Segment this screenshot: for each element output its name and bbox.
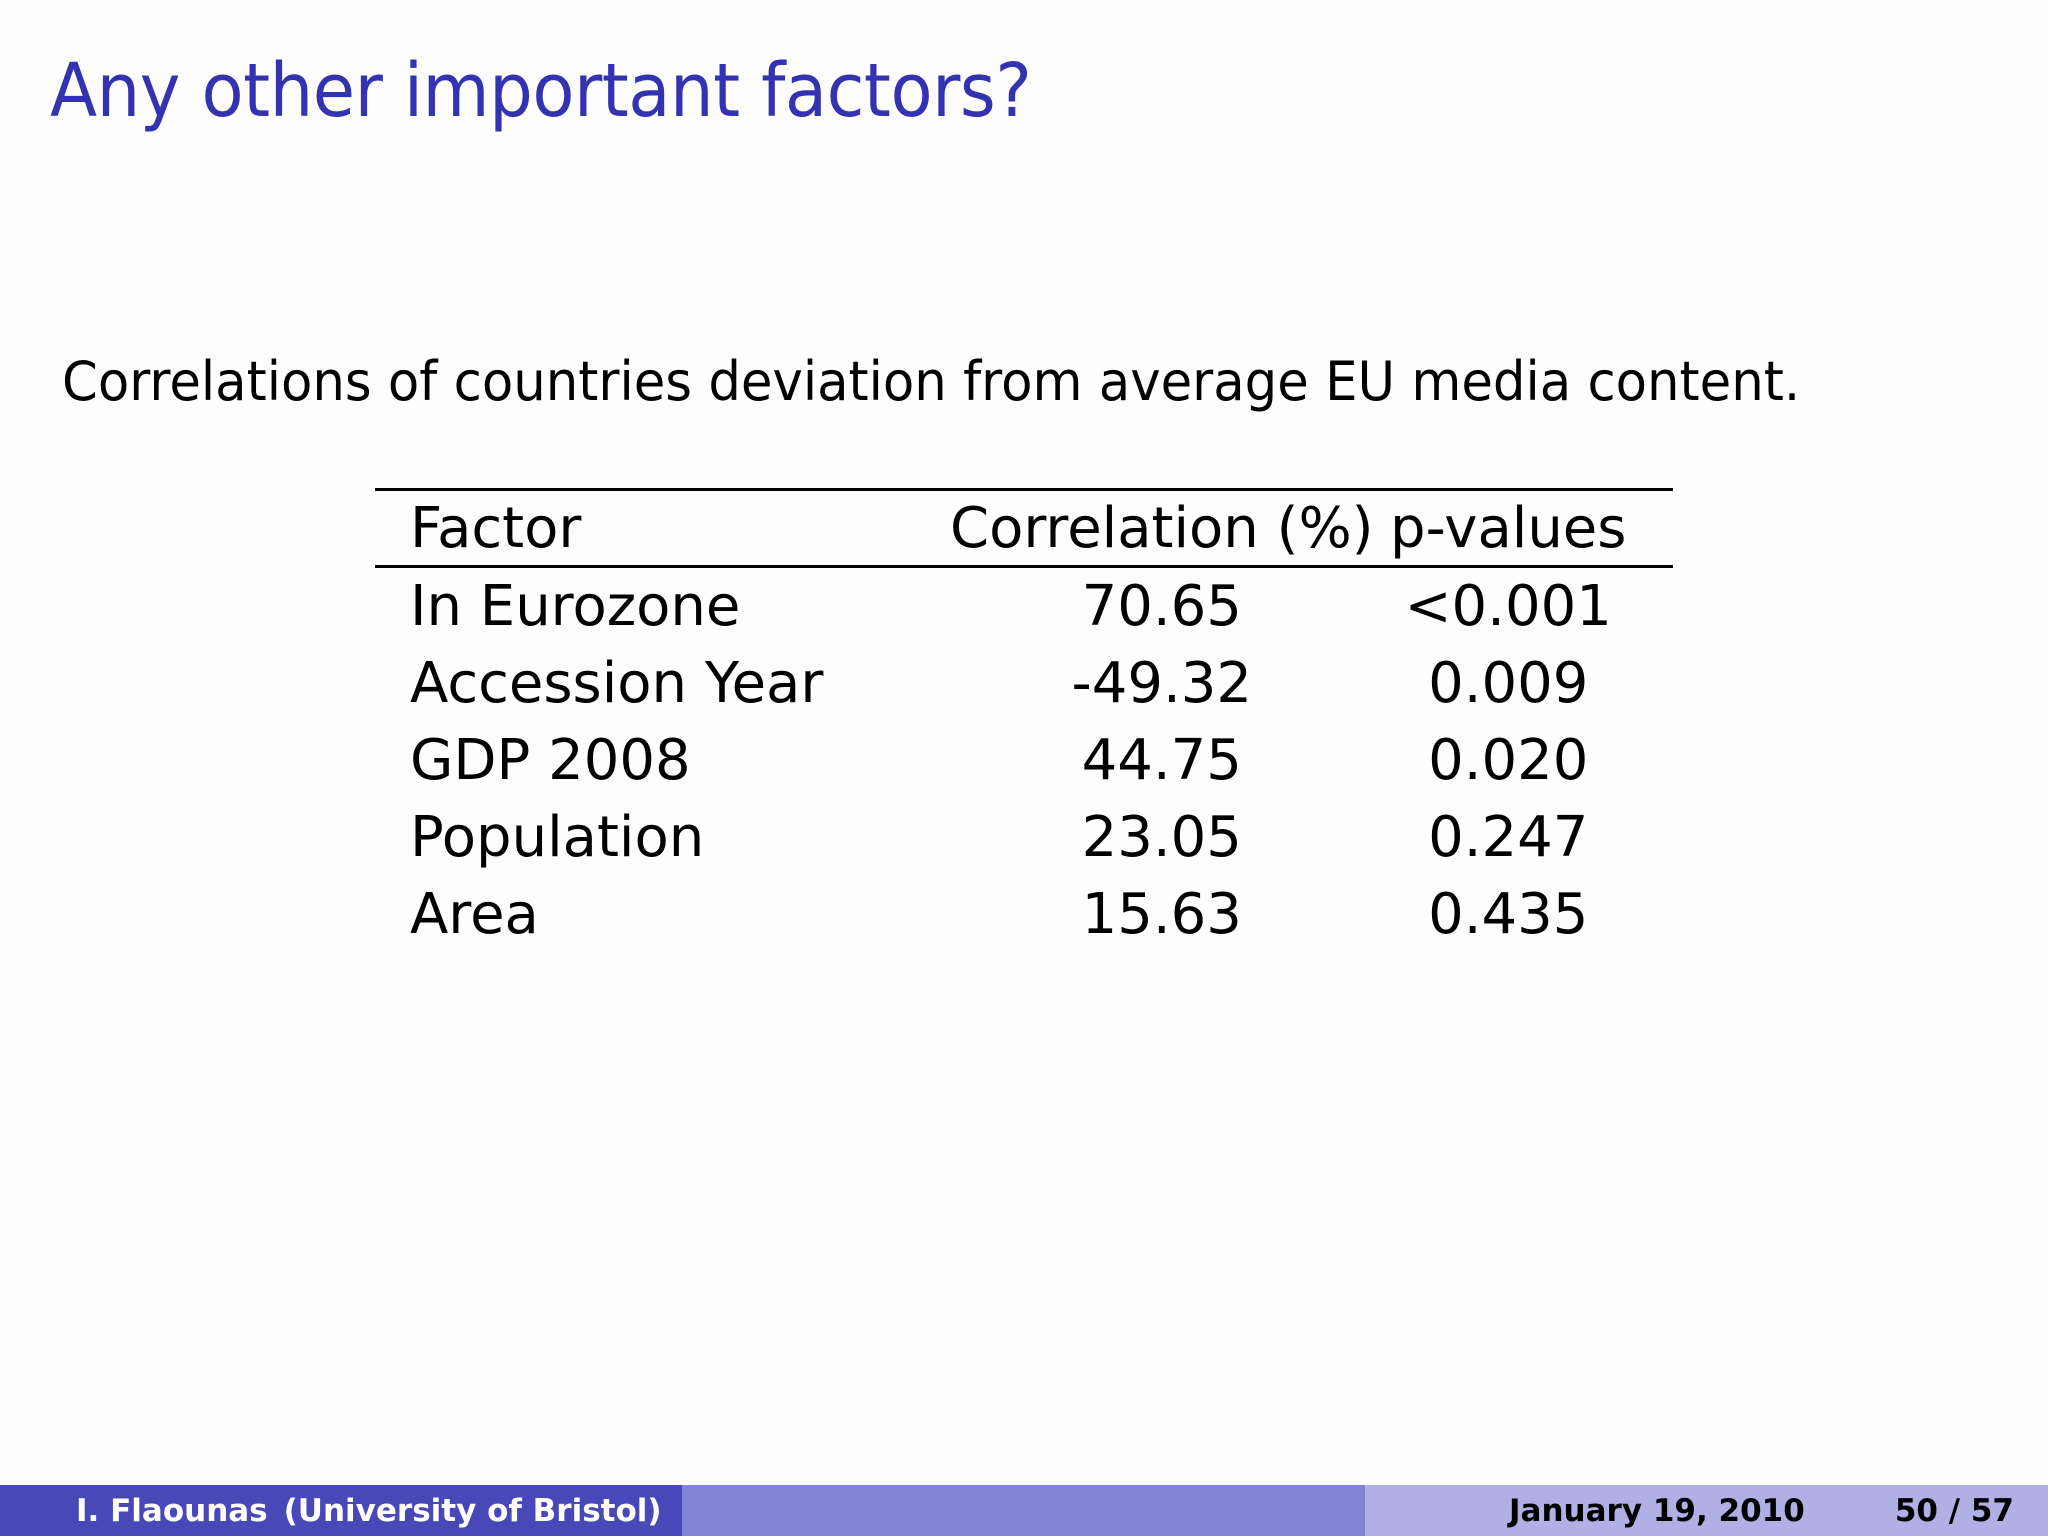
table-row: Area 15.63 0.435 [375, 876, 1673, 953]
footer-title-section [682, 1485, 1365, 1536]
correlation-cell: -49.32 [1071, 651, 1253, 716]
footer-date-section: January 19, 2010 50 / 57 [1365, 1485, 2048, 1536]
header-factor: Factor [410, 495, 582, 561]
table-row: In Eurozone 70.65 <0.001 [375, 567, 1673, 646]
header-correlation: Correlation (%) [950, 495, 1374, 561]
table-header-row: Factor Correlation (%) p-values [375, 489, 1673, 567]
slide-title: Any other important factors? [50, 48, 1032, 134]
factor-cell: Area [410, 882, 539, 947]
table-row: Accession Year -49.32 0.009 [375, 645, 1673, 722]
p-value-cell: <0.001 [1404, 574, 1612, 639]
footer-author-section: I. Flaounas (University of Bristol) [0, 1485, 682, 1536]
factor-cell: Population [410, 805, 705, 870]
p-value-cell: 0.009 [1428, 651, 1589, 716]
footer-institute: (University of Bristol) [283, 1492, 662, 1529]
table-row: GDP 2008 44.75 0.020 [375, 722, 1673, 799]
factor-cell: Accession Year [410, 651, 824, 716]
factor-cell: GDP 2008 [410, 728, 691, 793]
correlation-cell: 15.63 [1081, 882, 1242, 947]
intro-text: Correlations of countries deviation from… [62, 350, 1801, 413]
p-value-cell: 0.247 [1428, 805, 1589, 870]
correlation-cell: 23.05 [1081, 805, 1242, 870]
factor-cell: In Eurozone [410, 574, 741, 639]
footer-author: I. Flaounas [76, 1492, 268, 1529]
correlation-table: Factor Correlation (%) p-values In Euroz… [375, 488, 1673, 953]
correlation-cell: 44.75 [1081, 728, 1242, 793]
footer-bar: I. Flaounas (University of Bristol) Janu… [0, 1485, 2048, 1536]
p-value-cell: 0.435 [1428, 882, 1589, 947]
p-value-cell: 0.020 [1428, 728, 1589, 793]
correlation-cell: 70.65 [1081, 574, 1242, 639]
header-p-values: p-values [1390, 495, 1627, 561]
table-row: Population 23.05 0.247 [375, 799, 1673, 876]
footer-date: January 19, 2010 [1509, 1492, 1805, 1529]
footer-page-number: 50 / 57 [1894, 1492, 2014, 1529]
